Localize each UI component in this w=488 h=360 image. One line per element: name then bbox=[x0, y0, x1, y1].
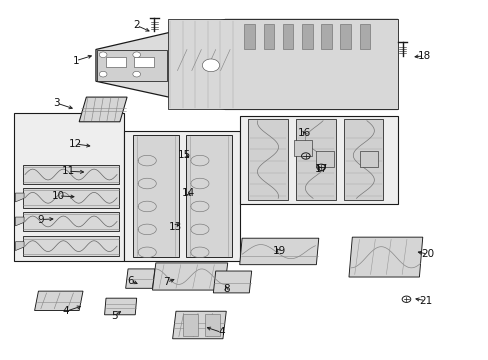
Polygon shape bbox=[79, 97, 127, 122]
Text: 9: 9 bbox=[38, 215, 44, 225]
Polygon shape bbox=[152, 263, 227, 290]
Polygon shape bbox=[321, 24, 331, 49]
Polygon shape bbox=[134, 57, 154, 67]
Polygon shape bbox=[348, 237, 422, 277]
Polygon shape bbox=[23, 165, 119, 184]
Text: 2: 2 bbox=[133, 21, 140, 31]
Polygon shape bbox=[185, 135, 231, 257]
Polygon shape bbox=[23, 188, 119, 207]
Text: 14: 14 bbox=[181, 188, 194, 198]
Polygon shape bbox=[294, 140, 311, 156]
Polygon shape bbox=[35, 291, 83, 311]
Polygon shape bbox=[16, 217, 24, 226]
Text: 21: 21 bbox=[418, 296, 431, 306]
Text: 7: 7 bbox=[163, 277, 170, 287]
Polygon shape bbox=[105, 57, 125, 67]
Polygon shape bbox=[183, 314, 198, 336]
Polygon shape bbox=[16, 193, 24, 202]
Polygon shape bbox=[248, 119, 287, 201]
Text: 19: 19 bbox=[272, 246, 285, 256]
Polygon shape bbox=[239, 238, 318, 265]
Text: 4: 4 bbox=[63, 306, 69, 316]
Circle shape bbox=[99, 71, 107, 77]
Circle shape bbox=[133, 52, 140, 58]
Polygon shape bbox=[172, 311, 226, 339]
Polygon shape bbox=[23, 237, 119, 256]
Text: 17: 17 bbox=[314, 165, 327, 174]
Polygon shape bbox=[244, 24, 255, 49]
Text: 18: 18 bbox=[417, 51, 430, 61]
Polygon shape bbox=[302, 24, 312, 49]
Polygon shape bbox=[133, 135, 179, 257]
Circle shape bbox=[133, 71, 140, 77]
Polygon shape bbox=[23, 212, 119, 231]
Polygon shape bbox=[16, 242, 24, 251]
Polygon shape bbox=[123, 131, 239, 261]
Text: 1: 1 bbox=[72, 56, 79, 66]
Polygon shape bbox=[167, 19, 397, 109]
Text: 11: 11 bbox=[61, 166, 75, 176]
Polygon shape bbox=[213, 271, 251, 293]
Text: 20: 20 bbox=[420, 249, 433, 259]
Polygon shape bbox=[340, 24, 350, 49]
Text: 12: 12 bbox=[69, 139, 82, 149]
Polygon shape bbox=[204, 314, 220, 336]
Polygon shape bbox=[104, 298, 137, 315]
Polygon shape bbox=[296, 119, 335, 201]
Polygon shape bbox=[125, 269, 155, 288]
Text: 8: 8 bbox=[223, 284, 229, 294]
Text: 3: 3 bbox=[53, 98, 60, 108]
Text: 5: 5 bbox=[111, 311, 117, 321]
Polygon shape bbox=[360, 151, 377, 167]
Polygon shape bbox=[263, 24, 274, 49]
Polygon shape bbox=[239, 117, 397, 204]
Text: 10: 10 bbox=[52, 191, 65, 201]
Polygon shape bbox=[344, 119, 383, 201]
Circle shape bbox=[99, 52, 107, 58]
Polygon shape bbox=[14, 113, 123, 261]
Text: 13: 13 bbox=[168, 221, 181, 231]
Circle shape bbox=[202, 59, 219, 72]
Text: 6: 6 bbox=[127, 275, 134, 285]
Polygon shape bbox=[97, 50, 166, 81]
Text: 16: 16 bbox=[297, 129, 310, 139]
Text: 15: 15 bbox=[178, 150, 191, 159]
Polygon shape bbox=[316, 151, 333, 167]
Polygon shape bbox=[282, 24, 293, 49]
Polygon shape bbox=[359, 24, 369, 49]
Text: 4: 4 bbox=[218, 327, 224, 337]
Polygon shape bbox=[96, 19, 397, 109]
